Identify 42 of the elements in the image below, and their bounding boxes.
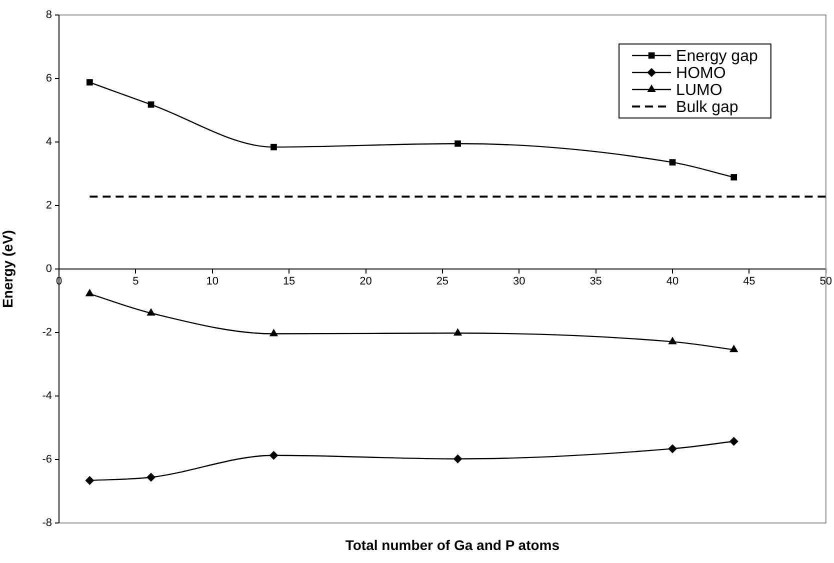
legend-label: HOMO (676, 64, 726, 82)
point (269, 450, 278, 460)
x-tick-label: 20 (360, 276, 372, 288)
point (453, 328, 462, 336)
y-tick-label: 2 (46, 200, 52, 212)
point (85, 476, 94, 485)
y-tick-label: -2 (42, 326, 52, 339)
x-tick-label: 45 (743, 276, 756, 288)
point (146, 308, 156, 316)
y-tick-label: -4 (42, 390, 52, 402)
point (668, 336, 677, 344)
y-tick-label: 6 (46, 72, 52, 85)
x-tick-label: 50 (820, 276, 832, 288)
y-tick-label: 8 (46, 9, 52, 22)
y-tick-label: 4 (46, 136, 52, 148)
x-tick-label: 30 (513, 276, 526, 288)
x-tick-label: 40 (666, 276, 679, 288)
point (86, 79, 93, 86)
point (730, 174, 738, 180)
point (454, 140, 461, 147)
point (270, 144, 277, 150)
point (668, 444, 678, 454)
point (669, 159, 676, 166)
point (146, 472, 156, 482)
y-tick-label: -8 (42, 517, 52, 530)
x-tick-label: 25 (436, 276, 449, 288)
y-tick-label: -6 (42, 454, 52, 466)
x-axis-title: Total number of Ga and P atoms (345, 537, 560, 553)
legend-label: LUMO (676, 82, 722, 99)
y-axis-title: Energy (eV) (0, 230, 16, 308)
point (453, 454, 462, 464)
legend-label: Bulk gap (676, 98, 738, 116)
x-tick-label: 10 (206, 276, 218, 288)
point (729, 436, 738, 446)
point (85, 288, 94, 296)
x-tick-label: 15 (282, 276, 296, 288)
y-tick-label: 0 (46, 263, 52, 276)
x-tick-label: 5 (132, 276, 139, 288)
legend-label: Energy gap (676, 48, 758, 65)
point (269, 328, 278, 336)
x-tick-label: 35 (590, 276, 602, 288)
point (730, 344, 738, 352)
